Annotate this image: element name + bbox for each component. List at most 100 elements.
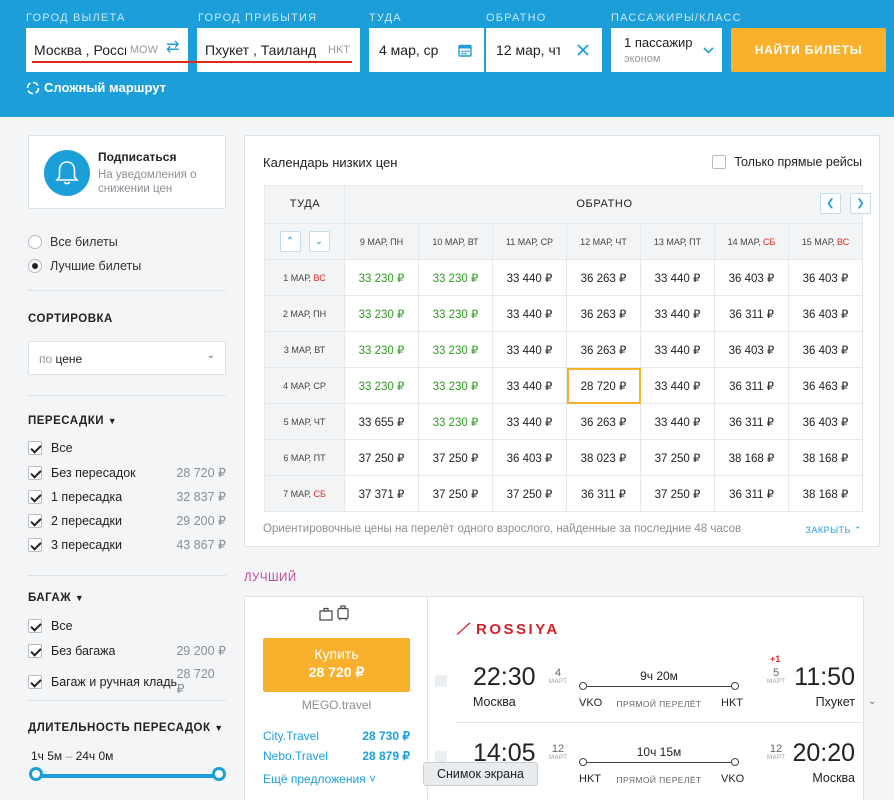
calendar-price-cell[interactable]: 33 230 ₽ (418, 259, 493, 296)
checkbox-checked[interactable] (28, 465, 42, 480)
transfers-title[interactable]: ПЕРЕСАДКИ ▼ (28, 415, 117, 427)
calendar-price-cell[interactable]: 33 440 ₽ (640, 259, 715, 296)
radio-best-tickets[interactable]: Лучшие билеты (28, 259, 141, 273)
calendar-price-cell[interactable]: 33 230 ₽ (418, 367, 493, 404)
calendar-price-cell[interactable]: 36 263 ₽ (566, 259, 641, 296)
checkbox-checked[interactable] (28, 537, 42, 552)
complex-route-link[interactable]: Сложный маршрут (26, 80, 166, 95)
calendar-price-cell[interactable]: 36 403 ₽ (788, 331, 863, 368)
radio-all-tickets[interactable]: Все билеты (28, 235, 118, 249)
calendar-price-cell[interactable]: 33 230 ₽ (344, 331, 419, 368)
sort-select[interactable]: по цене ⌄ (28, 341, 226, 375)
calendar-price-cell[interactable]: 33 230 ₽ (344, 295, 419, 332)
baggage-title[interactable]: БАГАЖ ▼ (28, 592, 84, 604)
filter-option[interactable]: 1 пересадка 32 837 ₽ (28, 489, 226, 504)
direct-only-toggle[interactable]: Только прямые рейсы (712, 155, 862, 169)
leg-checkbox[interactable] (435, 751, 447, 763)
calendar-price-cell[interactable]: 36 403 ₽ (788, 259, 863, 296)
calendar-price-cell[interactable]: 36 311 ₽ (714, 475, 789, 512)
calendar-price-cell[interactable]: 36 403 ₽ (714, 331, 789, 368)
direct-only-checkbox[interactable] (712, 155, 727, 169)
chevron-up-icon[interactable]: ⌃ (279, 231, 301, 252)
calendar-price-cell[interactable]: 38 168 ₽ (788, 439, 863, 476)
buy-button[interactable]: Купить 28 720 ₽ (263, 638, 410, 692)
chevron-right-icon[interactable]: ❯ (850, 193, 871, 214)
filter-option[interactable]: 2 пересадки 29 200 ₽ (28, 513, 226, 528)
date-there-field[interactable]: 4 мар, ср (369, 28, 484, 72)
calendar-price-cell[interactable]: 38 168 ₽ (714, 439, 789, 476)
clear-date-icon[interactable] (576, 43, 590, 57)
filter-option[interactable]: Багаж и ручная кладь 28 720 ₽ (28, 667, 226, 696)
calendar-price-cell[interactable]: 36 263 ₽ (566, 295, 641, 332)
slider-handle-left[interactable] (29, 767, 43, 781)
swap-icon[interactable]: ⇄ (166, 39, 180, 56)
agent-name[interactable]: City.Travel (263, 729, 320, 743)
calendar-price-cell[interactable]: 33 440 ₽ (492, 259, 567, 296)
calendar-price-cell[interactable]: 36 311 ₽ (714, 295, 789, 332)
calendar-price-cell[interactable]: 36 403 ₽ (788, 403, 863, 440)
calendar-price-cell[interactable]: 36 263 ₽ (566, 331, 641, 368)
more-offers-link[interactable]: Ещё предложения ˅ (263, 772, 377, 786)
radio-button[interactable] (28, 235, 42, 249)
flight-leg[interactable]: 22:30 4 МАРТ Москва 9ч 20м VKO ПРЯМОЙ ПЕРЕЛЁТ H… (435, 659, 855, 719)
calendar-price-cell[interactable]: 37 250 ₽ (418, 439, 493, 476)
date-back-field[interactable]: 12 мар, чт (486, 28, 602, 72)
calendar-price-cell[interactable]: 33 440 ₽ (640, 295, 715, 332)
calendar-price-cell[interactable]: 33 230 ₽ (344, 259, 419, 296)
calendar-price-cell[interactable]: 37 250 ₽ (418, 475, 493, 512)
leg-checkbox[interactable] (435, 675, 447, 687)
checkbox-checked[interactable] (28, 643, 42, 658)
calendar-price-cell[interactable]: 33 230 ₽ (418, 331, 493, 368)
subscribe-card[interactable]: Подписаться На уведомления о снижении це… (28, 135, 226, 209)
calendar-price-cell[interactable]: 36 311 ₽ (566, 475, 641, 512)
calendar-price-cell[interactable]: 33 230 ₽ (418, 295, 493, 332)
calendar-price-cell[interactable]: 38 168 ₽ (788, 475, 863, 512)
calendar-price-cell[interactable]: 36 463 ₽ (788, 367, 863, 404)
calendar-price-cell[interactable]: 36 403 ₽ (788, 295, 863, 332)
filter-option[interactable]: Все (28, 441, 226, 455)
filter-option[interactable]: Без пересадок 28 720 ₽ (28, 465, 226, 480)
agent-name[interactable]: Nebo.Travel (263, 749, 328, 763)
calendar-price-cell[interactable]: 33 230 ₽ (418, 403, 493, 440)
checkbox-checked[interactable] (28, 619, 42, 633)
calendar-price-cell[interactable]: 33 440 ₽ (492, 403, 567, 440)
calendar-price-cell[interactable]: 38 023 ₽ (566, 439, 641, 476)
duration-slider-track[interactable] (36, 774, 218, 778)
agent-offer[interactable]: City.Travel 28 730 ₽ (263, 729, 410, 743)
calendar-price-cell[interactable]: 33 440 ₽ (640, 403, 715, 440)
calendar-price-cell[interactable]: 33 440 ₽ (492, 295, 567, 332)
calendar-price-cell[interactable]: 37 250 ₽ (640, 475, 715, 512)
calendar-price-cell[interactable]: 37 250 ₽ (492, 475, 567, 512)
calendar-price-cell[interactable]: 28 720 ₽ (566, 367, 641, 404)
calendar-price-cell[interactable]: 37 371 ₽ (344, 475, 419, 512)
checkbox-checked[interactable] (28, 674, 42, 689)
chevron-down-icon[interactable]: ⌄ (868, 696, 877, 707)
calendar-price-cell[interactable]: 36 403 ₽ (492, 439, 567, 476)
collapse-link[interactable]: ЗАКРЫТЬ ⌃ (805, 525, 862, 535)
checkbox-checked[interactable] (28, 489, 42, 504)
duration-title[interactable]: ДЛИТЕЛЬНОСТЬ ПЕРЕСАДОК ▼ (28, 722, 224, 734)
chevron-down-icon[interactable]: ⌄ (308, 231, 330, 252)
filter-option[interactable]: 3 пересадки 43 867 ₽ (28, 537, 226, 552)
calendar-icon[interactable] (458, 43, 472, 57)
calendar-price-cell[interactable]: 33 440 ₽ (640, 331, 715, 368)
filter-option[interactable]: Без багажа 29 200 ₽ (28, 643, 226, 658)
calendar-price-cell[interactable]: 36 311 ₽ (714, 403, 789, 440)
from-field[interactable]: Москва , Россия MOW ⇄ (26, 28, 188, 72)
calendar-price-cell[interactable]: 33 440 ₽ (640, 367, 715, 404)
slider-handle-right[interactable] (212, 767, 226, 781)
calendar-price-cell[interactable]: 33 655 ₽ (344, 403, 419, 440)
checkbox-checked[interactable] (28, 441, 42, 455)
chevron-left-icon[interactable]: ❮ (820, 193, 841, 214)
checkbox-checked[interactable] (28, 513, 42, 528)
calendar-price-cell[interactable]: 36 403 ₽ (714, 259, 789, 296)
calendar-price-cell[interactable]: 36 263 ₽ (566, 403, 641, 440)
search-button[interactable]: НАЙТИ БИЛЕТЫ (731, 28, 886, 72)
calendar-price-cell[interactable]: 33 440 ₽ (492, 331, 567, 368)
calendar-price-cell[interactable]: 33 230 ₽ (344, 367, 419, 404)
calendar-price-cell[interactable]: 33 440 ₽ (492, 367, 567, 404)
calendar-price-cell[interactable]: 37 250 ₽ (640, 439, 715, 476)
pax-field[interactable]: 1 пассажир эконом (611, 28, 722, 72)
calendar-price-cell[interactable]: 37 250 ₽ (344, 439, 419, 476)
calendar-price-cell[interactable]: 36 311 ₽ (714, 367, 789, 404)
